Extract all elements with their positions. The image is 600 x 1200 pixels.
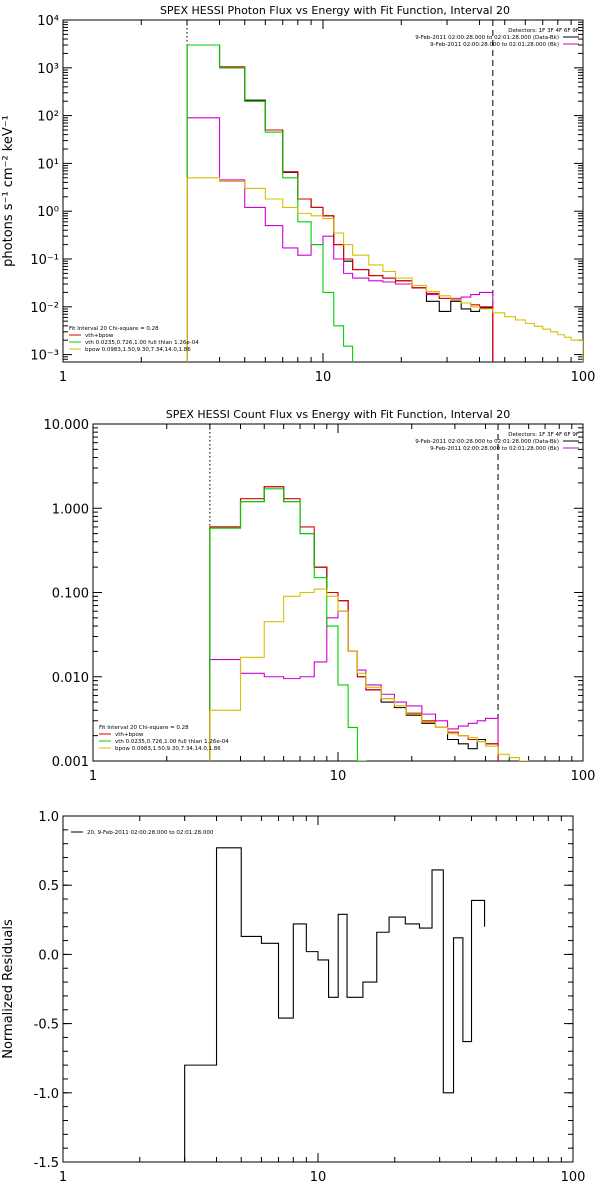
chart-title: SPEX HESSI Photon Flux vs Energy with Fi… — [160, 4, 510, 17]
series-line — [209, 588, 530, 761]
legend-label: 9-Feb-2011 02:00:28.000 to 02:01:28.000 … — [415, 35, 559, 41]
series-line — [209, 610, 499, 761]
series-line — [209, 486, 499, 761]
series-group — [186, 44, 583, 362]
y-tick-label: 10⁴ — [37, 14, 59, 29]
y-tick-label: 10³ — [37, 62, 59, 77]
y-tick-label: 10² — [37, 110, 59, 125]
legend-label: vth+bpow — [85, 333, 114, 339]
x-tick-label: 100 — [561, 1170, 586, 1185]
legend-header: Fit Interval 20 Chi-square = 0.28 — [69, 326, 159, 332]
y-tick-label: 0.010 — [52, 671, 89, 686]
y-tick-label: -1.5 — [34, 1156, 59, 1171]
y-tick-label: 10⁻² — [30, 301, 59, 316]
y-tick-label: 10.000 — [44, 418, 90, 433]
x-tick-label: 10 — [310, 1170, 327, 1185]
series-line — [184, 847, 486, 1162]
x-tick-label: 1 — [59, 1170, 67, 1185]
x-tick-label: 1 — [59, 370, 67, 385]
residuals-panel: Normalized Residuals 1 10 100 -1.5 -1.0 -0.5 0.… — [1, 810, 586, 1185]
x-tick-label: 10 — [315, 370, 332, 385]
y-axis-label: Normalized Residuals — [1, 919, 16, 1059]
y-tick-label: 10¹ — [37, 157, 59, 172]
series-line — [186, 44, 494, 362]
legend-label: vth+bpow — [115, 732, 144, 738]
y-tick-label: 1.000 — [52, 502, 89, 517]
series-line — [209, 486, 499, 761]
y-tick-label: 10⁻³ — [30, 349, 59, 364]
x-tick-label: 1 — [89, 769, 97, 784]
y-tick-label: -0.5 — [34, 1018, 59, 1033]
legend-label: 9-Feb-2011 02:00:28.000 to 02:01:28.000 … — [430, 42, 559, 48]
legend-label: vth 0.0235,0.726,1.00 full thlan 1.26e-0… — [115, 739, 229, 745]
legend-header: Detectors: 1F 3F 4F 6F 9F — [508, 432, 579, 438]
photon-flux-panel: SPEX HESSI Photon Flux vs Energy with Fi… — [1, 4, 596, 385]
plot-frame — [62, 815, 574, 1163]
legend-header: Fit Interval 20 Chi-square = 0.28 — [99, 725, 189, 731]
series-group — [209, 486, 530, 761]
series-line — [186, 44, 494, 362]
legend-label: 9-Feb-2011 02:00:28.000 to 02:01:28.000 … — [430, 446, 559, 452]
series-line — [186, 44, 354, 362]
chart-title: SPEX HESSI Count Flux vs Energy with Fit… — [166, 408, 510, 421]
series-line — [186, 177, 583, 362]
y-tick-label: -1.0 — [34, 1087, 59, 1102]
y-axis-label: photons s⁻¹ cm⁻² keV⁻¹ — [1, 115, 16, 267]
y-tick-label: 0.0 — [38, 948, 59, 963]
x-tick-label: 10 — [330, 769, 347, 784]
y-tick-label: 10⁰ — [37, 205, 59, 220]
series-line — [186, 117, 494, 362]
legend-label: bpow 0.0983,1.50,9.30,7.34,14.0,1.86 — [115, 746, 221, 752]
y-tick-label: 0.100 — [52, 587, 89, 602]
y-tick-label: 0.001 — [52, 755, 89, 770]
series-group — [184, 847, 486, 1162]
y-tick-label: 0.5 — [38, 879, 59, 894]
legend-label: vth 0.0235,0.726,1.00 full thlan 1.26e-0… — [85, 340, 199, 346]
y-tick-label: 10⁻¹ — [30, 253, 59, 268]
legend-label: 9-Feb-2011 02:00:28.000 to 02:01:28.000 … — [415, 439, 559, 445]
legend-label: 20, 9-Feb-2011 02:00:28.000 to 02:01:28.… — [87, 830, 214, 836]
legend-label: bpow 0.0983,1.50,9.30,7.34,14.0,1.86 — [85, 347, 191, 353]
x-tick-label: 100 — [571, 370, 596, 385]
legend-header: Detectors: 1F 3F 4F 6F 9F — [508, 28, 579, 34]
x-tick-label: 100 — [571, 769, 596, 784]
series-line — [209, 488, 367, 761]
y-tick-label: 1.0 — [38, 810, 59, 825]
plot-frame — [62, 19, 584, 363]
count-flux-panel: SPEX HESSI Count Flux vs Energy with Fit… — [44, 408, 596, 784]
